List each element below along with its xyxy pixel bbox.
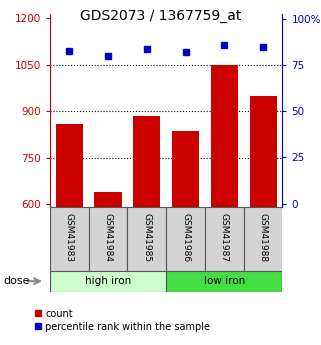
Text: GSM41988: GSM41988 <box>259 213 268 262</box>
Bar <box>244 207 282 271</box>
Bar <box>94 191 122 207</box>
Bar <box>172 131 199 207</box>
Bar <box>50 207 89 271</box>
Text: GSM41983: GSM41983 <box>65 213 74 262</box>
Text: GDS2073 / 1367759_at: GDS2073 / 1367759_at <box>80 9 241 23</box>
Text: GSM41984: GSM41984 <box>103 213 112 262</box>
Text: low iron: low iron <box>204 276 245 286</box>
Bar <box>50 271 166 292</box>
Bar <box>205 207 244 271</box>
Bar <box>211 65 238 207</box>
Bar <box>133 116 160 207</box>
Text: dose: dose <box>3 276 30 286</box>
Text: GSM41987: GSM41987 <box>220 213 229 262</box>
Text: GSM41985: GSM41985 <box>142 213 151 262</box>
Bar <box>166 271 282 292</box>
Bar <box>89 207 127 271</box>
Legend: count, percentile rank within the sample: count, percentile rank within the sample <box>30 305 214 336</box>
Text: GSM41986: GSM41986 <box>181 213 190 262</box>
Bar <box>249 96 277 207</box>
Bar <box>127 207 166 271</box>
Bar <box>56 124 83 207</box>
Text: high iron: high iron <box>85 276 131 286</box>
Bar <box>166 207 205 271</box>
